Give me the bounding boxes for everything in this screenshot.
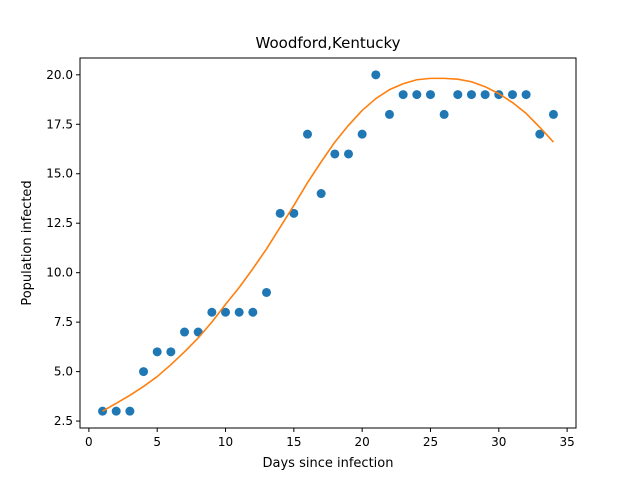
axis-ticks: 0 5 10 15 20 25 30 35 2.5 5.0 7.5 10.0 12.5 15.0 17.5 2… <box>46 68 574 449</box>
data-point <box>180 327 190 337</box>
data-point <box>535 129 545 139</box>
y-tick-label: 7.5 <box>54 315 73 329</box>
data-point <box>111 406 121 416</box>
data-point <box>303 129 313 139</box>
x-axis-label: Days since infection <box>263 456 394 471</box>
data-point <box>248 307 258 317</box>
data-point <box>439 109 449 119</box>
data-point <box>453 90 463 100</box>
chart-title: Woodford,Kentucky <box>256 34 401 52</box>
y-tick-label: 17.5 <box>46 117 73 131</box>
x-tick-label: 30 <box>491 435 506 449</box>
data-point <box>398 90 408 100</box>
data-point <box>466 90 476 100</box>
x-tick-label: 20 <box>355 435 370 449</box>
data-point <box>275 208 285 218</box>
data-point <box>125 406 135 416</box>
data-point <box>262 287 272 297</box>
y-tick-label: 10.0 <box>46 266 73 280</box>
data-point <box>521 90 531 100</box>
data-point <box>139 367 149 377</box>
data-point <box>507 90 517 100</box>
x-tick-label: 15 <box>286 435 301 449</box>
data-point <box>289 208 299 218</box>
data-point <box>343 149 353 159</box>
y-tick-label: 15.0 <box>46 167 73 181</box>
axes-frame <box>79 57 577 429</box>
data-point <box>425 90 435 100</box>
x-tick-label: 35 <box>559 435 574 449</box>
data-point <box>166 347 176 357</box>
data-point <box>330 149 340 159</box>
y-tick-label: 20.0 <box>46 68 73 82</box>
data-point <box>152 347 162 357</box>
y-tick-label: 2.5 <box>54 414 73 428</box>
y-tick-label: 5.0 <box>54 365 73 379</box>
x-tick-label: 0 <box>85 435 93 449</box>
x-tick-label: 10 <box>218 435 233 449</box>
data-point <box>548 109 558 119</box>
x-tick-label: 25 <box>423 435 438 449</box>
y-axis-label: Population infected <box>20 180 35 305</box>
data-point <box>316 189 326 199</box>
data-point <box>384 109 394 119</box>
data-point <box>221 307 231 317</box>
fit-line <box>102 77 555 412</box>
data-point <box>480 90 490 100</box>
x-tick-label: 5 <box>153 435 161 449</box>
y-tick-label: 12.5 <box>46 216 73 230</box>
data-point <box>412 90 422 100</box>
plot-area <box>98 70 558 416</box>
data-point <box>357 129 367 139</box>
data-point <box>207 307 217 317</box>
data-point <box>371 70 381 80</box>
data-point <box>234 307 244 317</box>
